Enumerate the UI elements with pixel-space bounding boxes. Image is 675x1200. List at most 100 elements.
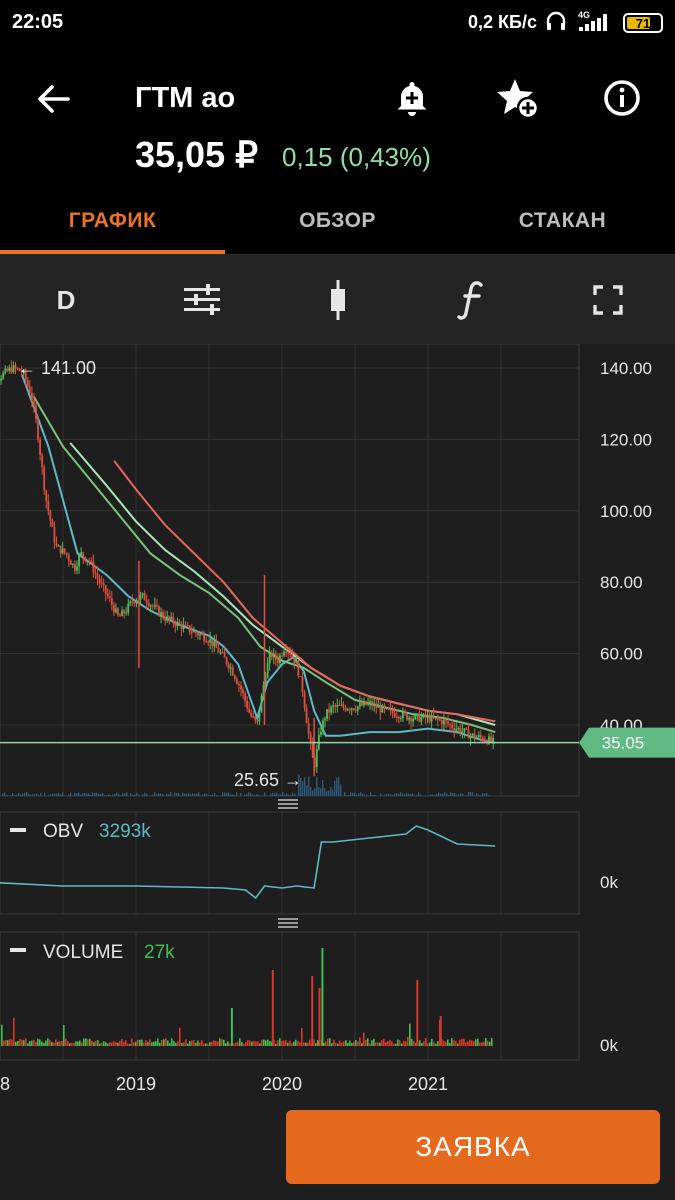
volume-bar — [263, 1039, 265, 1046]
volume-overlay-bar — [336, 777, 338, 796]
volume-bar — [419, 1040, 421, 1046]
chart-area[interactable]: 140.00 120.00 100.00 80.00 60.00 40.00 35.05 … — [0, 344, 675, 1094]
volume-bar — [285, 1039, 287, 1046]
status-icons: 4G 71 — [545, 10, 663, 36]
candle-body — [149, 605, 152, 607]
volume-overlay-bar — [316, 776, 318, 796]
candle-body — [170, 616, 173, 620]
candle-body — [334, 705, 337, 707]
volume-bar — [35, 1041, 37, 1046]
volume-bar — [17, 1040, 19, 1046]
volume-bar — [97, 1040, 99, 1046]
obv-collapse-icon[interactable] — [10, 828, 26, 832]
candle-body — [406, 713, 408, 720]
volume-overlay-bar — [202, 794, 204, 796]
candle-body — [365, 701, 367, 705]
active-tab-indicator — [0, 250, 225, 254]
candle-body — [484, 740, 486, 742]
settings-sliders-button[interactable] — [176, 275, 228, 325]
candle-body — [338, 705, 341, 707]
pane-resize-handle[interactable] — [278, 918, 298, 928]
volume-bar — [275, 1043, 277, 1046]
alert-button[interactable] — [388, 74, 436, 122]
candle-body — [395, 716, 398, 718]
candle-body — [110, 598, 113, 605]
order-button[interactable]: ЗАЯВКА — [286, 1110, 660, 1184]
fullscreen-button[interactable] — [582, 275, 634, 325]
volume-overlay-bar — [44, 792, 46, 796]
volume-overlay-bar — [256, 793, 258, 796]
tab-overview[interactable]: ОБЗОР — [299, 209, 376, 232]
volume-bar — [55, 1039, 57, 1046]
candle-body — [88, 560, 91, 562]
volume-bar — [403, 1040, 405, 1046]
candle-body — [326, 709, 328, 719]
candle-body — [35, 405, 37, 420]
candle-body — [303, 691, 306, 708]
volume-overlay-bar — [258, 794, 260, 796]
volume-bar — [235, 1042, 237, 1046]
volume-overlay-bar — [16, 794, 18, 796]
candle-body — [295, 660, 298, 664]
volume-overlay-bar — [162, 794, 164, 796]
volume-collapse-icon[interactable] — [10, 948, 26, 952]
volume-bar — [315, 1043, 317, 1046]
volume-bar — [107, 1043, 109, 1046]
volume-overlay-bar — [358, 793, 360, 796]
volume-bar — [123, 1041, 125, 1046]
y-tick-label: 80.00 — [600, 573, 643, 592]
candle-body — [151, 605, 154, 607]
volume-overlay-bar — [364, 794, 366, 796]
volume-bar — [451, 1038, 453, 1046]
candle-body — [248, 708, 251, 713]
volume-bar — [143, 1042, 145, 1046]
info-button[interactable] — [598, 74, 646, 122]
volume-bar — [475, 1039, 477, 1046]
volume-bar — [137, 1039, 139, 1046]
volume-overlay-bar — [130, 793, 132, 796]
candle-body — [47, 500, 50, 511]
candle-body — [63, 548, 66, 553]
volume-bar — [367, 1038, 369, 1046]
chart-type-button[interactable] — [312, 275, 364, 325]
volume-overlay-bar — [96, 792, 98, 796]
obv-label: OBV — [43, 821, 83, 842]
volume-overlay-bar — [328, 790, 330, 796]
volume-bar — [241, 1041, 243, 1046]
back-button[interactable] — [30, 76, 76, 122]
tab-chart[interactable]: ГРАФИК — [68, 209, 157, 232]
period-button[interactable]: D — [56, 284, 76, 315]
volume-overlay-bar — [58, 793, 60, 796]
volume-bar — [325, 1041, 327, 1046]
volume-bar — [461, 1038, 463, 1046]
volume-overlay-bar — [314, 788, 316, 796]
candle-body — [322, 720, 324, 732]
battery-percent: 71 — [635, 15, 651, 31]
candle-body — [361, 703, 363, 706]
candle-body — [356, 706, 359, 711]
volume-overlay-bar — [488, 795, 490, 796]
candle-body — [350, 708, 353, 710]
candle-body — [76, 566, 78, 571]
pane-resize-handle[interactable] — [278, 799, 298, 809]
volume-overlay-bar — [312, 790, 314, 796]
candle-body — [18, 368, 21, 372]
candle-body — [164, 617, 167, 621]
volume-overlay-bar — [52, 793, 54, 796]
volume-bar — [255, 1041, 257, 1046]
volume-bar — [45, 1040, 47, 1046]
volume-overlay-bar — [406, 792, 408, 796]
tab-order-book[interactable]: СТАКАН — [518, 209, 607, 232]
candle-body — [244, 693, 246, 701]
volume-overlay-bar — [420, 794, 422, 796]
candle-body — [389, 709, 392, 711]
volume-overlay-bar — [324, 788, 326, 796]
volume-bar — [393, 1043, 395, 1046]
volume-overlay-bar — [230, 794, 232, 796]
indicators-button[interactable] — [446, 275, 498, 325]
favorite-button[interactable] — [494, 74, 542, 122]
volume-bar — [353, 1041, 355, 1046]
candle-body — [330, 706, 333, 713]
volume-overlay-bar — [480, 795, 482, 796]
